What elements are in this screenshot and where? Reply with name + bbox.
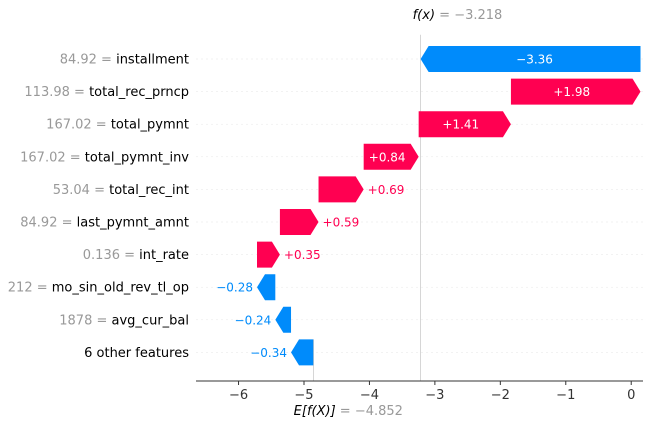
feature-value: 53.04 =: [53, 183, 109, 198]
feature-label: 84.92 = installment: [60, 53, 189, 68]
base-value: −4.852: [355, 404, 403, 419]
feature-name: 6 other features: [84, 346, 189, 361]
contribution-bar: [279, 209, 319, 235]
contribution-bar: [256, 274, 276, 301]
feature-label: 113.98 = total_rec_prncp: [24, 85, 189, 100]
base-label: E[f(X)]: [294, 404, 336, 419]
base-equals: =: [336, 404, 355, 419]
contribution-bar: [420, 46, 641, 72]
feature-name: avg_cur_bal: [112, 313, 189, 328]
contribution-bar: [291, 339, 314, 366]
base-value-annotation: E[f(X)] = −4.852: [294, 404, 403, 419]
bar-value-label: +1.98: [553, 85, 590, 99]
feature-label: 53.04 = total_rec_int: [53, 183, 189, 198]
x-tick-label: −5: [294, 388, 313, 403]
x-tick-label: −4: [360, 388, 379, 403]
bar-value-label: −0.34: [250, 346, 287, 360]
contribution-bars: [256, 46, 641, 366]
bar-value-label: +0.59: [323, 216, 360, 230]
x-tick-label: −6: [229, 388, 248, 403]
feature-label: 6 other features: [84, 346, 189, 361]
feature-value: 1878 =: [59, 313, 111, 328]
x-axis: −6 −5 −4 −3 −2 −1 0: [196, 380, 643, 403]
fx-value: −3.218: [454, 8, 502, 23]
feature-value: 0.136 =: [83, 248, 139, 263]
feature-value: 212 =: [8, 281, 52, 296]
contribution-bar: [275, 306, 292, 333]
feature-label: 1878 = avg_cur_bal: [59, 313, 189, 328]
feature-name: last_pymnt_amnt: [77, 216, 189, 231]
feature-name: total_rec_int: [109, 183, 189, 198]
bar-value-label: +0.35: [284, 248, 321, 262]
contribution-bar: [318, 176, 364, 203]
feature-name: total_pymnt: [111, 118, 189, 133]
feature-label: 167.02 = total_pymnt_inv: [20, 150, 189, 165]
x-tick-label: 0: [627, 388, 635, 403]
feature-label: 167.02 = total_pymnt: [46, 118, 189, 133]
feature-name: int_rate: [139, 248, 189, 263]
x-tick-label: −3: [425, 388, 444, 403]
feature-label: 84.92 = last_pymnt_amnt: [20, 216, 189, 231]
contribution-bar: [256, 241, 280, 268]
feature-value: 84.92 =: [60, 53, 116, 68]
fx-equals: =: [435, 8, 454, 23]
x-tick-label: −2: [491, 388, 510, 403]
contribution-bar: [363, 143, 419, 170]
bar-value-label: −0.24: [235, 313, 272, 327]
feature-name: total_rec_prncp: [89, 85, 189, 100]
feature-labels: −3.36 84.92 = installment +1.98 113.98 = to…: [8, 53, 590, 361]
fx-label: f(x): [413, 8, 435, 23]
fx-annotation: f(x) = −3.218: [413, 8, 503, 23]
bar-value-label: +1.41: [442, 118, 479, 132]
feature-name: total_pymnt_inv: [85, 150, 190, 165]
contribution-bar: [418, 111, 511, 138]
feature-value: 167.02 =: [20, 150, 85, 165]
feature-value: 113.98 =: [24, 85, 89, 100]
feature-name: mo_sin_old_rev_tl_op: [52, 281, 189, 296]
bar-value-label: +0.69: [368, 183, 405, 197]
feature-value: 167.02 =: [46, 118, 111, 133]
feature-label: 0.136 = int_rate: [83, 248, 189, 263]
contribution-bar: [510, 78, 641, 105]
x-tick-label: −1: [556, 388, 575, 403]
bar-value-label: +0.84: [369, 150, 406, 164]
feature-value: 84.92 =: [20, 216, 76, 231]
feature-label: 212 = mo_sin_old_rev_tl_op: [8, 281, 189, 296]
bar-value-label: −0.28: [216, 281, 253, 295]
feature-name: installment: [116, 53, 189, 68]
bar-value-label: −3.36: [516, 53, 553, 67]
